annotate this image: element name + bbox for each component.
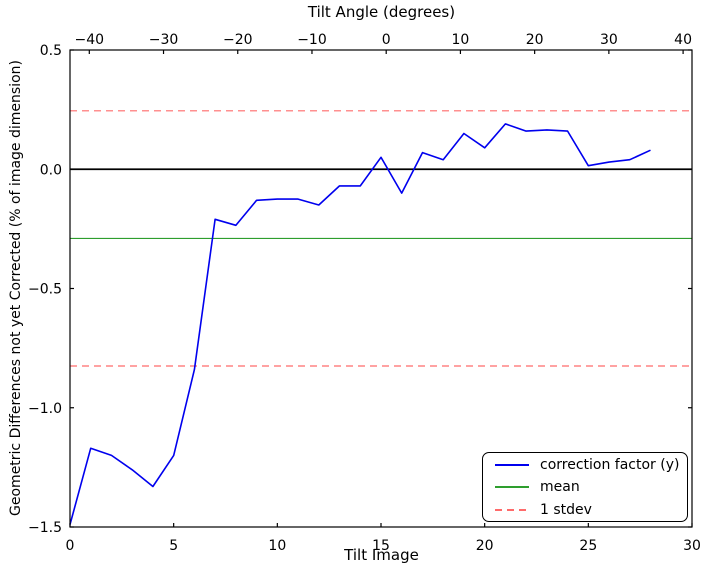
top-tick-label: −30 [149, 32, 179, 48]
y-tick-label: −0.5 [28, 282, 62, 298]
top-axis-title: Tilt Angle (degrees) [307, 3, 456, 21]
top-tick-label: −20 [223, 32, 253, 48]
x-tick-label: 5 [169, 538, 178, 554]
top-tick-label: 20 [526, 32, 544, 48]
y-tick-label: 0.5 [40, 43, 62, 59]
x-tick-label: 25 [579, 538, 597, 554]
legend-item-mean: mean [483, 476, 687, 498]
top-tick-label: 40 [674, 32, 692, 48]
legend-item-stdev: 1 stdev [483, 499, 687, 521]
y-tick-label: −1.5 [28, 520, 62, 536]
legend: correction factor (y) mean 1 stdev [482, 452, 688, 522]
top-tick-label: 30 [600, 32, 618, 48]
x-tick-label: 10 [268, 538, 286, 554]
top-tick-label: −10 [297, 32, 327, 48]
legend-line-sample-blue [495, 463, 529, 466]
legend-item-correction-factor: correction factor (y) [483, 454, 687, 476]
legend-line-sample-red-dashed [495, 508, 529, 511]
y-tick-label: −1.0 [28, 401, 62, 417]
top-tick-label: 10 [452, 32, 470, 48]
legend-line-sample-green [495, 486, 529, 488]
correction-series-line [69, 123, 651, 525]
x-tick-label: 0 [66, 538, 75, 554]
legend-label: mean [540, 479, 580, 495]
top-tick-label: 0 [382, 32, 391, 48]
x-axis-label: Tilt Image [344, 546, 419, 564]
y-tick-label: 0.0 [40, 162, 62, 178]
x-tick-label: 20 [476, 538, 494, 554]
legend-label: correction factor (y) [540, 456, 680, 473]
legend-label: 1 stdev [540, 501, 592, 518]
x-tick-label: 30 [683, 538, 701, 554]
top-tick-label: −40 [75, 32, 105, 48]
x-tick-label: 15 [372, 538, 390, 554]
